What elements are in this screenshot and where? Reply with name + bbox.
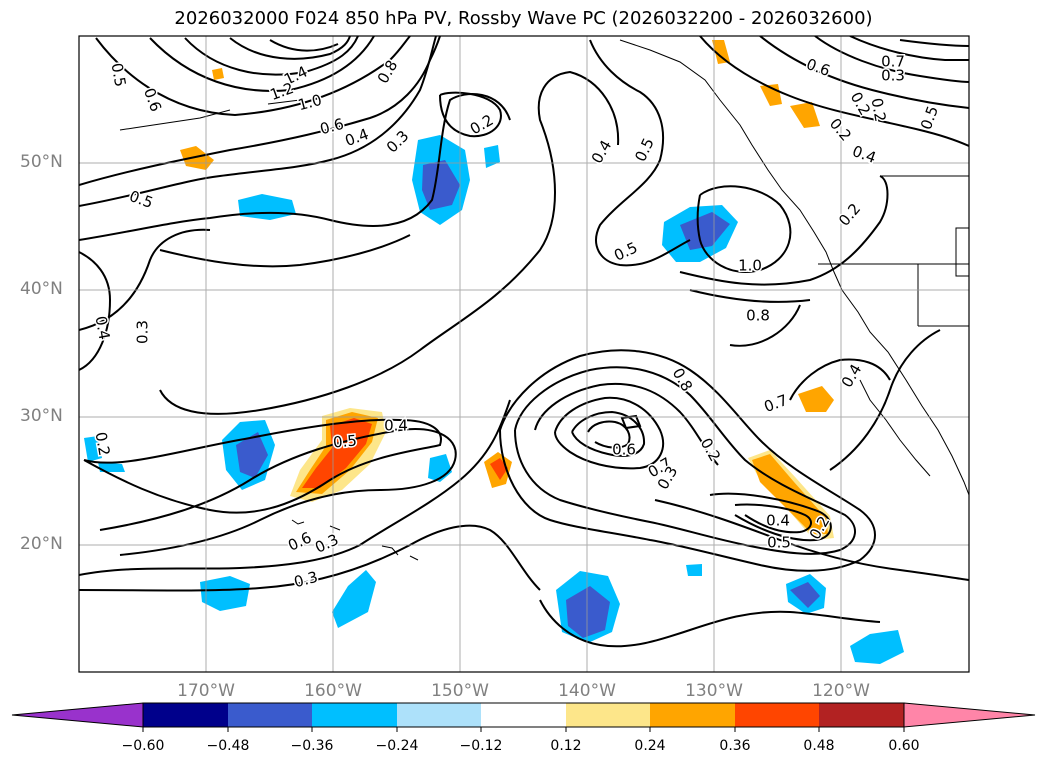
colorbar-tick: −0.60 [121,738,165,754]
colorbar-tick: −0.12 [459,738,503,754]
contour-label: 0.3 [292,568,320,592]
contour-label: 0.5 [631,135,657,164]
gridlines [79,36,969,672]
contour-label: 0.7 [762,391,791,416]
contour-label: 0.6 [612,441,636,459]
contour-label: 0.3 [881,67,905,85]
colorbar-tick: 0.48 [803,738,835,754]
colorbar-tick: 0.36 [719,738,751,754]
lat-label-40n: 40°N [20,279,63,299]
lat-label-50n: 50°N [20,152,63,172]
contour-label: 0.2 [467,111,497,139]
shaded-anomalies [84,40,904,664]
contour-label: 0.5 [917,104,942,133]
lon-label-120w: 120°W [812,681,870,701]
lat-label-30n: 30°N [20,406,63,426]
contour-label: 0.7 [881,53,905,71]
lon-label-130w: 130°W [685,681,743,701]
contour-label: 0.5 [767,534,791,552]
contour-label: 0.8 [374,57,402,87]
colorbar-tick: 0.12 [550,738,582,754]
lon-label-160w: 160°W [304,681,362,701]
contour-label: 0.5 [332,431,357,451]
contour-label: 0.6 [285,528,314,554]
contour-label: 0.8 [746,307,770,325]
contour-label: 0.2 [835,200,864,230]
contour-label: 0.4 [766,512,790,530]
lon-label-170w: 170°W [177,681,235,701]
contour-label: 0.4 [588,137,616,167]
contour-label: 0.3 [134,320,152,344]
contour-label: 0.4 [838,361,866,391]
contour-label: 0.5 [108,62,130,89]
map-title: 2026032000 F024 850 hPa PV, Rossby Wave … [174,8,873,29]
contour-label: 1.0 [738,257,762,275]
contour-label: 0.3 [312,530,341,556]
contour-label: 0.4 [92,315,114,342]
contour-label: 0.5 [611,238,640,264]
contour-label: 0.6 [140,86,165,115]
colorbar-tick: 0.24 [634,738,666,754]
lon-label-140w: 140°W [558,681,616,701]
contour-label: 0.2 [826,115,855,145]
colorbar-tick: −0.48 [206,738,250,754]
colorbar-tick: 0.60 [888,738,920,754]
colorbar-tick: −0.36 [290,738,334,754]
map-frame [78,35,970,673]
colorbar [11,702,1036,732]
contour-label: 0.2 [868,97,890,124]
contour-label: 0.4 [384,417,408,435]
lon-label-150w: 150°W [431,681,489,701]
contour-label: 0.8 [669,365,697,395]
lat-label-20n: 20°N [20,534,63,554]
coastlines [119,39,969,561]
contour-label: 1.0 [296,91,324,115]
colorbar-tick: −0.24 [375,738,419,754]
contour-label: 0.6 [318,115,346,139]
